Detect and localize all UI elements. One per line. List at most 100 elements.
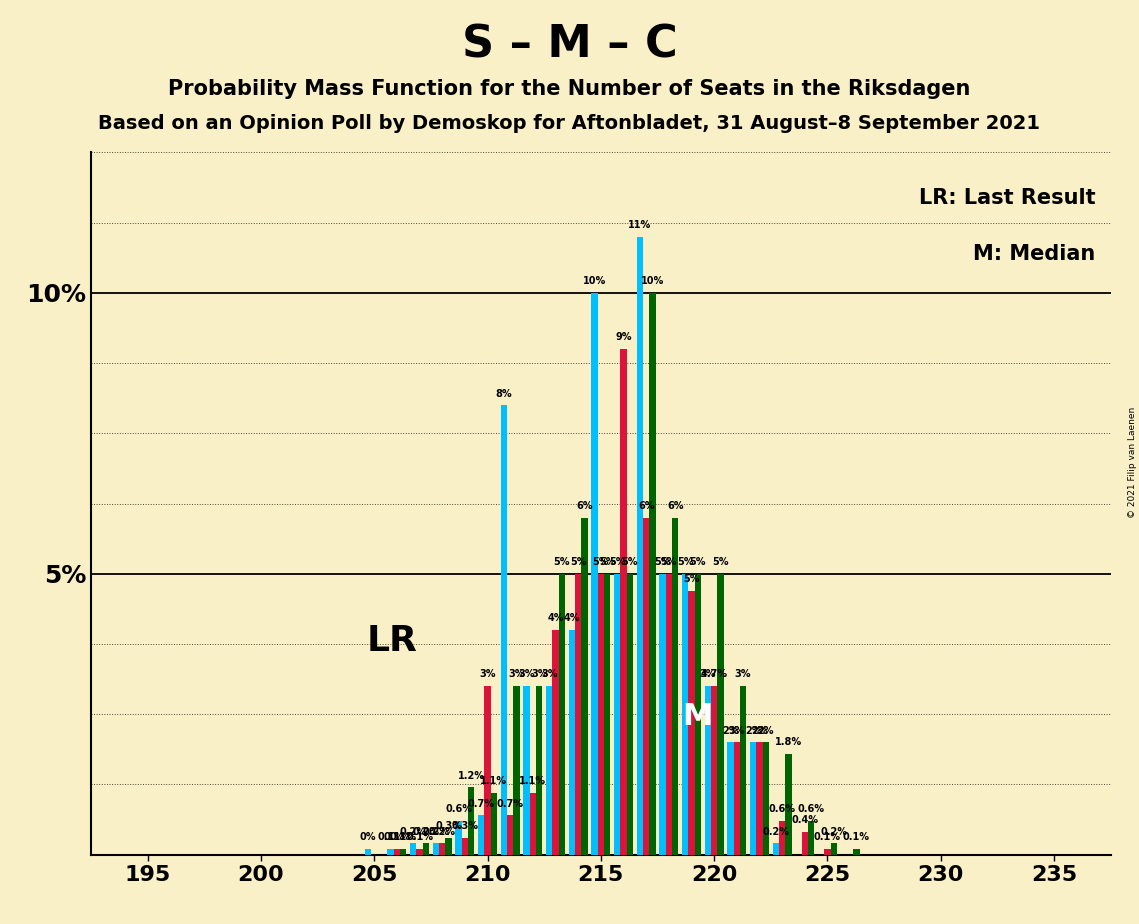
- Bar: [559, 574, 565, 855]
- Text: 0%: 0%: [360, 833, 376, 843]
- Text: 4.7%: 4.7%: [700, 669, 728, 679]
- Text: 8%: 8%: [495, 388, 513, 398]
- Text: 5%: 5%: [689, 557, 706, 567]
- Text: 0.4%: 0.4%: [792, 816, 818, 825]
- Text: 2%: 2%: [722, 725, 739, 736]
- Bar: [468, 787, 475, 855]
- Bar: [727, 742, 734, 855]
- Bar: [575, 574, 581, 855]
- Text: M: Median: M: Median: [973, 244, 1096, 263]
- Bar: [387, 849, 394, 855]
- Bar: [779, 821, 785, 855]
- Bar: [756, 742, 763, 855]
- Text: 3%: 3%: [699, 669, 716, 679]
- Text: 5%: 5%: [654, 557, 671, 567]
- Text: 0.1%: 0.1%: [407, 833, 433, 843]
- Text: Based on an Opinion Poll by Demoskop for Aftonbladet, 31 August–8 September 2021: Based on an Opinion Poll by Demoskop for…: [98, 114, 1041, 133]
- Text: 5%: 5%: [677, 557, 694, 567]
- Text: 1.2%: 1.2%: [458, 771, 485, 781]
- Bar: [665, 574, 672, 855]
- Text: 3%: 3%: [735, 669, 752, 679]
- Bar: [507, 815, 514, 855]
- Text: 4%: 4%: [564, 614, 580, 624]
- Text: 0.2%: 0.2%: [820, 827, 847, 837]
- Text: © 2021 Filip van Laenen: © 2021 Filip van Laenen: [1128, 407, 1137, 517]
- Text: 1.1%: 1.1%: [481, 776, 507, 786]
- Bar: [682, 574, 688, 855]
- Text: LR: Last Result: LR: Last Result: [919, 188, 1096, 208]
- Text: 3%: 3%: [531, 669, 548, 679]
- Text: 0.2%: 0.2%: [762, 827, 789, 837]
- Bar: [581, 517, 588, 855]
- Bar: [552, 630, 559, 855]
- Bar: [853, 849, 860, 855]
- Text: 5%: 5%: [554, 557, 571, 567]
- Text: 0.6%: 0.6%: [769, 804, 795, 814]
- Text: 2%: 2%: [745, 725, 761, 736]
- Bar: [695, 574, 700, 855]
- Bar: [501, 406, 507, 855]
- Bar: [772, 844, 779, 855]
- Bar: [478, 815, 484, 855]
- Text: LR: LR: [367, 624, 418, 658]
- Bar: [705, 687, 711, 855]
- Text: 3%: 3%: [541, 669, 557, 679]
- Bar: [688, 590, 695, 855]
- Text: 6%: 6%: [576, 501, 592, 511]
- Bar: [394, 849, 400, 855]
- Text: 6%: 6%: [638, 501, 655, 511]
- Bar: [400, 849, 407, 855]
- Text: 10%: 10%: [583, 276, 606, 286]
- Text: 9%: 9%: [615, 333, 632, 343]
- Text: 0.7%: 0.7%: [468, 798, 494, 808]
- Bar: [637, 237, 642, 855]
- Bar: [456, 821, 461, 855]
- Bar: [523, 687, 530, 855]
- Bar: [830, 844, 837, 855]
- Text: 5%: 5%: [599, 557, 615, 567]
- Text: 4%: 4%: [547, 614, 564, 624]
- Text: 0.2%: 0.2%: [423, 827, 450, 837]
- Bar: [785, 754, 792, 855]
- Text: 10%: 10%: [641, 276, 664, 286]
- Text: 5%: 5%: [661, 557, 677, 567]
- Bar: [672, 517, 679, 855]
- Text: 2%: 2%: [751, 725, 768, 736]
- Text: 0.1%: 0.1%: [390, 833, 417, 843]
- Bar: [740, 687, 746, 855]
- Text: 5%: 5%: [622, 557, 638, 567]
- Text: 0.1%: 0.1%: [384, 833, 410, 843]
- Text: 2%: 2%: [757, 725, 775, 736]
- Text: 0.2%: 0.2%: [412, 827, 440, 837]
- Bar: [514, 687, 519, 855]
- Bar: [808, 821, 814, 855]
- Bar: [439, 844, 445, 855]
- Bar: [461, 838, 468, 855]
- Bar: [484, 687, 491, 855]
- Text: 0.1%: 0.1%: [843, 833, 870, 843]
- Bar: [649, 293, 656, 855]
- Text: 6%: 6%: [666, 501, 683, 511]
- Text: 5%: 5%: [592, 557, 609, 567]
- Bar: [825, 849, 830, 855]
- Text: 0.6%: 0.6%: [797, 804, 825, 814]
- Text: 3%: 3%: [508, 669, 525, 679]
- Text: 5%: 5%: [712, 557, 729, 567]
- Text: 0.3%: 0.3%: [435, 821, 462, 831]
- Bar: [718, 574, 723, 855]
- Text: 0.2%: 0.2%: [400, 827, 427, 837]
- Bar: [445, 838, 452, 855]
- Bar: [802, 833, 808, 855]
- Bar: [604, 574, 611, 855]
- Text: 0.3%: 0.3%: [451, 821, 478, 831]
- Bar: [749, 742, 756, 855]
- Bar: [763, 742, 769, 855]
- Text: 3%: 3%: [480, 669, 495, 679]
- Bar: [734, 742, 740, 855]
- Bar: [626, 574, 633, 855]
- Text: 11%: 11%: [629, 220, 652, 230]
- Text: 0.2%: 0.2%: [428, 827, 456, 837]
- Text: Probability Mass Function for the Number of Seats in the Riksdagen: Probability Mass Function for the Number…: [169, 79, 970, 99]
- Text: S – M – C: S – M – C: [461, 23, 678, 67]
- Bar: [530, 793, 536, 855]
